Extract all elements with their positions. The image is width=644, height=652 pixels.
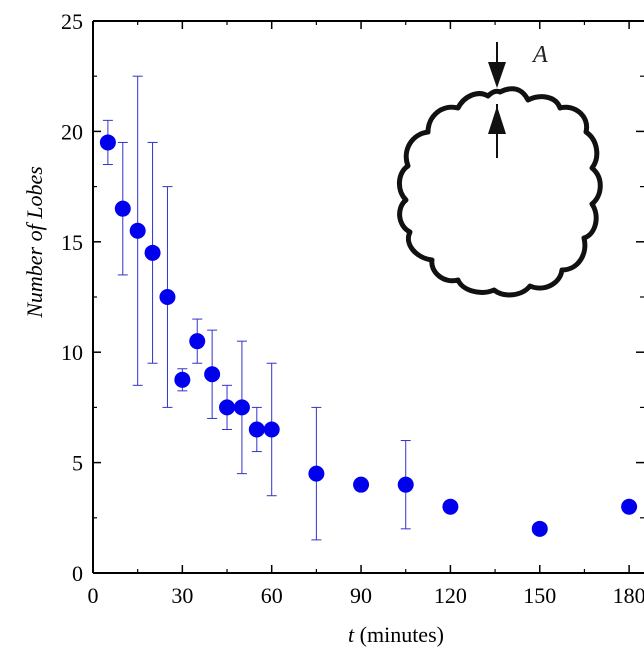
data-point	[621, 498, 638, 515]
data-point	[531, 520, 548, 537]
arrow-head-up	[488, 106, 506, 134]
tick-labels: 0 30 60 90 120 150 180 0 5 10 15 20 25	[61, 9, 644, 608]
y-tick-label: 15	[61, 230, 83, 255]
inset-label-a: A	[531, 42, 548, 68]
data-point	[129, 222, 146, 239]
y-tick-label: 5	[72, 451, 83, 476]
data-point	[144, 244, 161, 261]
arrow-head-down	[488, 62, 506, 88]
y-axis-label: Number of Lobes	[22, 166, 47, 319]
data-point	[308, 465, 325, 482]
axis-ticks	[92, 20, 644, 574]
data-point	[263, 421, 280, 438]
x-axis-label: t (minutes)	[348, 622, 444, 647]
y-tick-label: 10	[61, 340, 83, 365]
data-point	[233, 399, 250, 416]
data-point	[442, 498, 459, 515]
y-tick-label: 0	[72, 561, 83, 586]
lobed-shape-inset: A	[397, 42, 603, 298]
x-tick-label: 30	[171, 583, 193, 608]
data-point	[204, 366, 221, 383]
data-point	[397, 476, 414, 493]
x-tick-label: 120	[434, 583, 467, 608]
data-point	[174, 371, 191, 388]
data-point	[219, 399, 236, 416]
data-point	[353, 476, 370, 493]
x-tick-label: 150	[523, 583, 556, 608]
plot-frame	[92, 20, 644, 574]
x-tick-label: 0	[88, 583, 99, 608]
lobed-outline	[397, 86, 603, 298]
x-tick-label: 90	[350, 583, 372, 608]
y-tick-label: 20	[61, 119, 83, 144]
data-points	[99, 134, 638, 537]
error-bars	[102, 75, 411, 541]
data-point	[99, 134, 116, 151]
data-point	[189, 333, 206, 350]
data-point	[114, 200, 131, 217]
x-tick-label: 60	[261, 583, 283, 608]
x-tick-label: 180	[613, 583, 644, 608]
data-point	[248, 421, 265, 438]
data-point	[159, 289, 176, 305]
x-axis-unit: (minutes)	[354, 622, 444, 647]
y-tick-label: 25	[61, 9, 83, 34]
x-axis-variable: t	[348, 622, 355, 647]
